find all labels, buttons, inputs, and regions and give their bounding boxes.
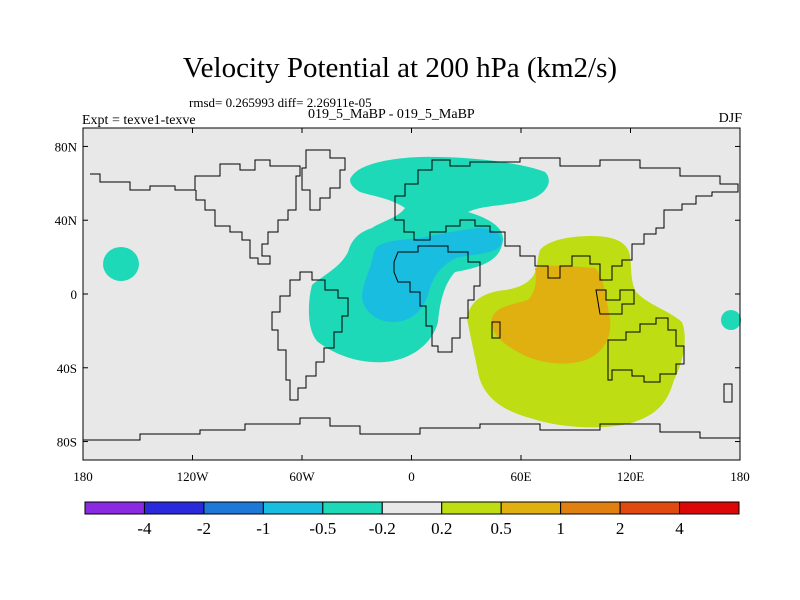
colorbar-swatch: [322, 501, 383, 515]
colorbar-label: -4: [137, 519, 152, 538]
colorbar-label: -2: [197, 519, 211, 538]
x-tick-label: 180: [73, 469, 93, 484]
colorbar-label: -1: [256, 519, 270, 538]
x-tick-label: 60E: [511, 469, 532, 484]
coastline-maritime-continent: [595, 289, 635, 315]
colorbar-label: -0.5: [309, 519, 336, 538]
x-tick-label: 0: [408, 469, 415, 484]
x-tick-label: 180: [730, 469, 750, 484]
season-label: DJF: [718, 111, 742, 126]
colorbar-label: 1: [556, 519, 565, 538]
coastline-madagascar: [491, 321, 501, 339]
contour-region-pacific-north: [103, 247, 139, 281]
y-tick-label: 40S: [57, 361, 77, 376]
colorbar-swatch: [84, 501, 145, 515]
x-tick-label: 120E: [617, 469, 645, 484]
x-tick-label: 60W: [289, 469, 315, 484]
x-tick-label: 120W: [177, 469, 210, 484]
coastline-africa: [393, 245, 481, 353]
y-tick-label: 80N: [55, 139, 78, 154]
colorbar-label: 0.2: [431, 519, 452, 538]
coastline-australia: [607, 317, 685, 383]
colorbar-swatch: [441, 501, 502, 515]
contour-fills: [103, 156, 741, 428]
colorbar-label: -0.2: [369, 519, 396, 538]
contour-region-pacific-south: [721, 310, 741, 330]
y-tick-label: 40N: [55, 213, 78, 228]
contour-region-indian-strong: [491, 265, 611, 364]
coastline-north-america: [90, 159, 301, 265]
colorbar-swatch: [619, 501, 681, 515]
colorbar-swatch: [203, 501, 264, 515]
coastline-new-zealand: [723, 383, 733, 403]
experiment-label: Expt = texve1-texve: [82, 113, 196, 128]
case-comparison-label: 019_5_MaBP - 019_5_MaBP: [308, 107, 475, 122]
colorbar-label: 0.5: [491, 519, 512, 538]
colorbar-swatch: [500, 501, 562, 515]
coastline-eurasia: [394, 157, 739, 281]
colorbar-swatch: [143, 501, 205, 515]
chart-title: Velocity Potential at 200 hPa (km2/s): [182, 52, 618, 84]
y-tick-label: 80S: [57, 435, 77, 450]
coastlines: [83, 149, 740, 441]
colorbar-label: 4: [675, 519, 684, 538]
coastline-antarctica: [83, 417, 740, 441]
colorbar-swatch: [560, 501, 621, 515]
colorbar-label: 2: [616, 519, 625, 538]
coastline-south-america: [271, 271, 349, 401]
colorbar-swatch: [381, 501, 443, 515]
map-axes: 180 120W 60W 0 60E 120E 180 80N 40N 0 40S 80S: [55, 128, 750, 484]
colorbar: -4 -2 -1 -0.5 -0.2 0.2 0.5 1 2 4: [84, 501, 740, 538]
y-tick-label: 0: [71, 287, 78, 302]
coastline-greenland: [301, 149, 346, 211]
colorbar-swatch: [679, 501, 740, 515]
rmsd-diff-stats: rmsd= 0.265993 diff= 2.26911e-05: [189, 95, 372, 110]
colorbar-swatch: [262, 501, 324, 515]
